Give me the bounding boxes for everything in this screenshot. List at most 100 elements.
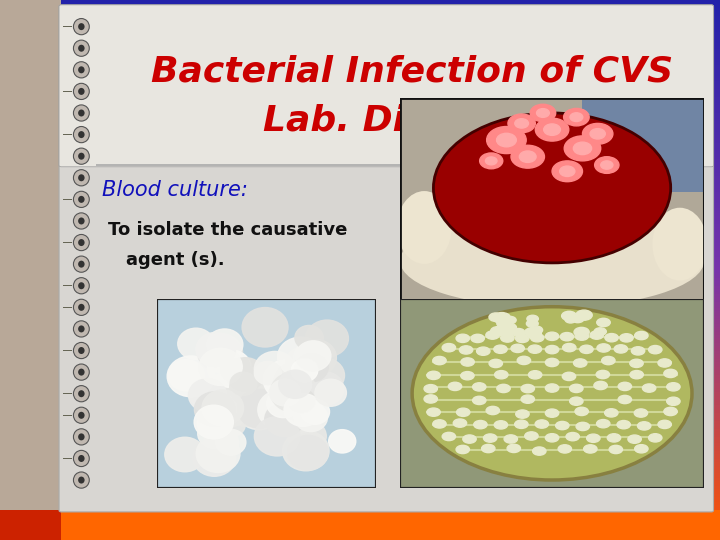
Ellipse shape bbox=[652, 208, 707, 281]
Circle shape bbox=[294, 339, 336, 376]
Bar bbox=[0, 410, 720, 413]
Circle shape bbox=[230, 372, 257, 395]
Bar bbox=[0, 319, 720, 321]
Bar bbox=[0, 500, 720, 502]
Circle shape bbox=[480, 153, 503, 169]
Bar bbox=[0, 270, 720, 273]
Circle shape bbox=[461, 358, 474, 366]
Circle shape bbox=[535, 420, 549, 428]
Bar bbox=[0, 443, 720, 445]
Bar bbox=[0, 392, 720, 394]
Bar bbox=[0, 108, 720, 111]
Circle shape bbox=[582, 124, 613, 144]
Circle shape bbox=[500, 334, 514, 342]
Circle shape bbox=[630, 359, 643, 368]
Bar bbox=[0, 505, 720, 508]
Bar bbox=[0, 373, 720, 375]
Circle shape bbox=[545, 346, 559, 354]
Circle shape bbox=[602, 356, 615, 365]
Bar bbox=[0, 194, 720, 197]
Bar bbox=[0, 389, 720, 392]
Bar bbox=[0, 103, 720, 105]
Bar bbox=[0, 491, 720, 494]
Circle shape bbox=[459, 346, 473, 354]
Bar bbox=[0, 89, 720, 92]
Circle shape bbox=[196, 333, 235, 366]
Bar bbox=[0, 159, 720, 162]
Circle shape bbox=[524, 328, 541, 338]
Bar bbox=[61, 228, 79, 374]
Bar bbox=[0, 459, 720, 462]
Circle shape bbox=[519, 151, 536, 163]
Bar bbox=[0, 43, 720, 46]
Circle shape bbox=[217, 413, 246, 437]
Bar bbox=[0, 8, 720, 11]
Bar bbox=[0, 510, 61, 540]
Circle shape bbox=[634, 409, 647, 417]
Bar bbox=[0, 451, 720, 454]
Circle shape bbox=[202, 390, 243, 426]
Circle shape bbox=[631, 347, 644, 355]
Circle shape bbox=[515, 119, 528, 128]
Bar bbox=[0, 205, 720, 208]
Circle shape bbox=[564, 136, 600, 161]
Bar bbox=[0, 46, 720, 49]
Bar bbox=[0, 510, 720, 513]
Circle shape bbox=[634, 444, 648, 453]
Bar bbox=[0, 435, 720, 437]
Bar bbox=[0, 397, 720, 400]
Bar bbox=[0, 76, 720, 78]
Circle shape bbox=[226, 357, 264, 390]
Circle shape bbox=[630, 370, 644, 379]
Bar bbox=[0, 62, 720, 65]
Bar bbox=[0, 516, 720, 518]
Bar bbox=[0, 246, 720, 248]
Circle shape bbox=[238, 390, 282, 428]
Bar bbox=[0, 478, 720, 481]
Bar bbox=[0, 427, 720, 429]
Circle shape bbox=[306, 320, 348, 357]
Circle shape bbox=[499, 327, 516, 337]
Circle shape bbox=[292, 359, 318, 382]
Circle shape bbox=[489, 313, 503, 321]
Bar bbox=[0, 535, 720, 537]
Bar bbox=[0, 489, 720, 491]
Bar bbox=[0, 292, 720, 294]
Circle shape bbox=[300, 399, 330, 424]
Circle shape bbox=[536, 109, 549, 117]
Circle shape bbox=[574, 327, 589, 337]
Bar bbox=[0, 240, 720, 243]
Bar bbox=[0, 148, 720, 151]
Bar bbox=[0, 302, 720, 305]
Circle shape bbox=[442, 343, 456, 352]
Bar bbox=[0, 481, 720, 483]
Circle shape bbox=[637, 422, 651, 430]
Circle shape bbox=[497, 327, 510, 335]
Bar bbox=[0, 146, 720, 148]
Bar bbox=[0, 14, 720, 16]
Bar bbox=[0, 59, 720, 62]
Bar bbox=[0, 486, 720, 489]
Circle shape bbox=[618, 395, 631, 403]
Bar bbox=[0, 446, 720, 448]
Bar bbox=[0, 343, 720, 346]
Bar bbox=[0, 524, 720, 526]
Circle shape bbox=[587, 434, 600, 442]
Circle shape bbox=[504, 316, 516, 324]
Circle shape bbox=[649, 346, 662, 354]
Bar bbox=[0, 421, 720, 424]
Bar bbox=[0, 354, 720, 356]
Circle shape bbox=[288, 435, 328, 470]
Circle shape bbox=[449, 382, 462, 390]
Ellipse shape bbox=[400, 214, 704, 308]
Bar bbox=[0, 221, 720, 224]
Circle shape bbox=[305, 358, 344, 393]
Circle shape bbox=[218, 389, 249, 416]
Bar bbox=[0, 526, 720, 529]
Circle shape bbox=[605, 409, 618, 417]
Bar bbox=[0, 38, 720, 40]
Circle shape bbox=[230, 368, 277, 409]
Bar bbox=[0, 454, 720, 456]
Circle shape bbox=[197, 409, 230, 438]
Bar bbox=[0, 518, 720, 521]
